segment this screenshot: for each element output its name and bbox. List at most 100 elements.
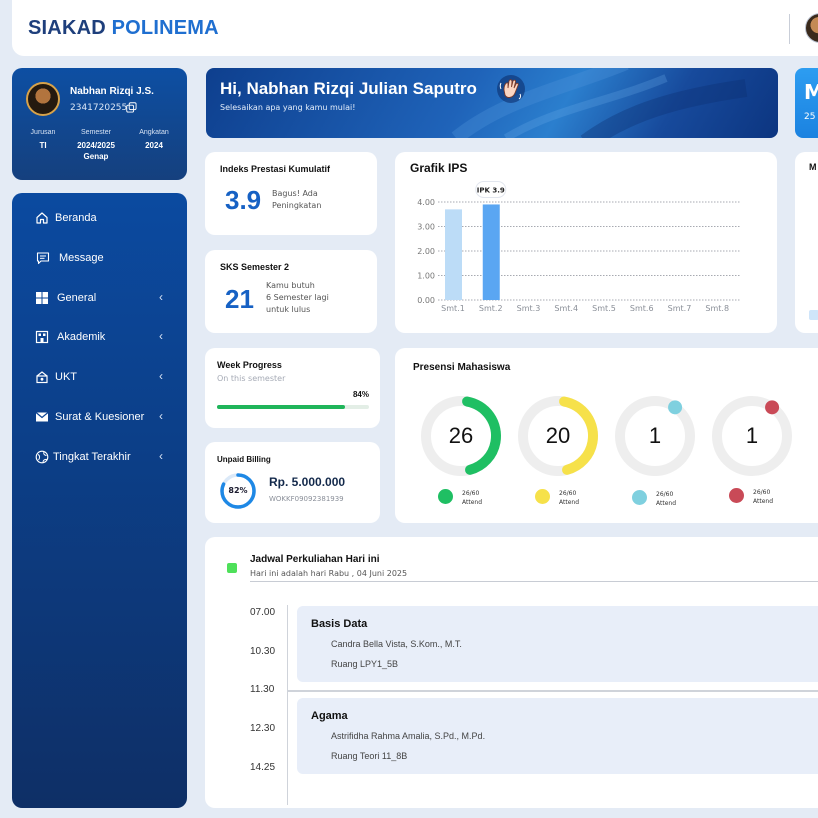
week-progress-card: Week Progress On this semester 84% xyxy=(205,348,380,428)
wallet-icon xyxy=(36,371,48,384)
schedule-slot[interactable]: Basis Data Candra Bella Vista, S.Kom., M… xyxy=(297,606,818,682)
schedule-marker xyxy=(227,563,237,573)
x-tick-label: Smt.2 xyxy=(479,304,503,313)
course-name: Agama xyxy=(311,710,348,722)
y-tick-label: 4.00 xyxy=(417,198,435,207)
profile-nim: 2341720255 xyxy=(70,103,128,113)
sidebar-item-ukt[interactable]: UKT ‹ xyxy=(12,364,187,390)
side-card: M xyxy=(795,152,818,333)
sidebar-item-label: Tingkat Terakhir xyxy=(53,451,131,463)
unpaid-billing-card: Unpaid Billing 82% Rp. 5.000.000 WOKKF09… xyxy=(205,442,380,523)
sidebar-item-label: UKT xyxy=(55,371,77,383)
attend-dot xyxy=(632,490,647,505)
side-card-bar xyxy=(809,310,818,320)
globe-icon xyxy=(35,450,49,464)
jurusan-value: TI xyxy=(39,141,47,150)
attend-caption-ratio: 26/60 xyxy=(559,490,577,497)
building-icon xyxy=(35,330,49,344)
ipk-note-line1: Bagus! Ada xyxy=(272,189,318,198)
progress-bar xyxy=(217,405,369,409)
attend-dot xyxy=(535,489,550,504)
ipk-card: Indeks Prestasi Kumulatif 3.9 Bagus! Ada… xyxy=(205,152,377,235)
sidebar-item-label: Surat & Kuesioner xyxy=(55,411,145,423)
sks-note: Kamu butuh 6 Semester lagi untuk lulus xyxy=(266,280,329,316)
presensi-ring-arc xyxy=(765,400,780,415)
x-tick-label: Smt.7 xyxy=(668,304,692,313)
sks-value: 21 xyxy=(225,284,254,314)
semester-value: 2024/2025 xyxy=(77,141,115,150)
profile-card: Nabhan Rizqi J.S. 2341720255 Jurusan TI … xyxy=(12,68,187,180)
attend-dot xyxy=(729,488,744,503)
schedule-slot[interactable]: Agama Astrifidha Rahma Amalia, S.Pd., M.… xyxy=(297,698,818,774)
attend-caption: 26/60 Attend xyxy=(753,488,773,506)
sks-note-line2: 6 Semester lagi xyxy=(266,293,329,302)
sks-note-line3: untuk lulus xyxy=(266,305,311,314)
secondary-banner: M 25 xyxy=(795,68,818,138)
sidebar-item-akademik[interactable]: Akademik ‹ xyxy=(12,324,187,350)
chevron-left-icon: ‹ xyxy=(159,369,163,383)
x-tick-label: Smt.3 xyxy=(517,304,541,313)
room-name: Ruang Teori 11_8B xyxy=(331,751,408,761)
welcome-banner: Hi, Nabhan Rizqi Julian Saputro Selesaik… xyxy=(206,68,778,138)
presensi-card: Presensi Mahasiswa 26 20 1 1 26/60 Attend… xyxy=(395,348,818,523)
schedule-card: Jadwal Perkuliahan Hari ini Hari ini ada… xyxy=(205,537,818,808)
attend-caption-ratio: 26/60 xyxy=(462,490,480,497)
sidebar-item-label: Beranda xyxy=(55,212,97,224)
semester-term: Genap xyxy=(83,152,109,161)
time-label: 12.30 xyxy=(250,723,276,734)
billing-title: Unpaid Billing xyxy=(217,455,271,464)
attend-caption-label: Attend xyxy=(559,499,580,506)
y-tick-label: 3.00 xyxy=(417,223,435,232)
progress-bar-fill xyxy=(217,405,345,409)
ipk-note-line2: Peningkatan xyxy=(272,201,322,210)
chevron-left-icon: ‹ xyxy=(159,449,163,463)
sidebar-item-beranda[interactable]: Beranda xyxy=(12,205,187,231)
billing-progress-ring xyxy=(220,473,256,509)
presensi-count: 1 xyxy=(745,423,759,448)
sidebar-item-label: Akademik xyxy=(57,331,106,343)
waving-hand-icon xyxy=(497,75,525,103)
copy-icon[interactable] xyxy=(126,102,137,113)
week-progress-percent: 84% xyxy=(352,390,369,399)
sidebar-nav: Beranda Message General ‹ Akademik ‹ UKT… xyxy=(12,193,187,808)
app-logo[interactable]: SIAKAD POLINEMA xyxy=(28,17,219,40)
attend-dot xyxy=(438,489,453,504)
presensi-title: Presensi Mahasiswa xyxy=(413,362,511,373)
banner-subtitle: Selesaikan apa yang kamu mulai! xyxy=(220,103,356,112)
lecturer-name: Candra Bella Vista, S.Kom., M.T. xyxy=(331,639,462,649)
attend-caption: 26/60 Attend xyxy=(656,490,676,508)
timeline-axis xyxy=(287,605,288,805)
sidebar-item-tingkat-terakhir[interactable]: Tingkat Terakhir ‹ xyxy=(12,444,187,470)
billing-code: WOKKF09092381939 xyxy=(269,495,344,503)
presensi-ring-arc xyxy=(668,400,683,415)
secondary-banner-title: M xyxy=(804,80,818,104)
semester-label: Semester xyxy=(81,129,111,136)
attend-caption-label: Attend xyxy=(656,500,677,507)
sidebar-item-message[interactable]: Message xyxy=(12,245,187,271)
grid-icon xyxy=(36,292,48,304)
presensi-count: 20 xyxy=(545,423,571,448)
avatar xyxy=(26,82,60,116)
lecturer-name: Astrifidha Rahma Amalia, S.Pd., M.Pd. xyxy=(331,731,486,741)
attend-caption-ratio: 26/60 xyxy=(656,491,674,498)
schedule-subtitle: Hari ini adalah hari Rabu , 04 Juni 2025 xyxy=(250,569,408,578)
y-tick-label: 2.00 xyxy=(417,247,435,256)
profile-angkatan: Angkatan 2024 xyxy=(127,129,181,150)
profile-jurusan: Jurusan TI xyxy=(16,129,70,150)
sidebar-item-label: General xyxy=(57,292,97,304)
sidebar-item-surat-kuesioner[interactable]: Surat & Kuesioner ‹ xyxy=(12,404,187,430)
time-label: 11.30 xyxy=(250,684,275,695)
ipk-note: Bagus! Ada Peningkatan xyxy=(272,188,321,212)
sidebar-item-general[interactable]: General ‹ xyxy=(12,285,187,311)
x-tick-label: Smt.8 xyxy=(705,304,729,313)
presensi-ring-track xyxy=(712,396,792,476)
y-tick-label: 1.00 xyxy=(417,272,435,281)
presensi-count: 1 xyxy=(648,423,662,448)
banner-greeting: Hi, Nabhan Rizqi Julian Saputro xyxy=(220,79,477,98)
ipk-value: 3.9 xyxy=(225,185,262,215)
presensi-rings xyxy=(421,396,792,476)
presensi-ring-arc xyxy=(421,396,501,476)
profile-semester: Semester 2024/2025 Genap xyxy=(69,129,123,161)
secondary-banner-sub: 25 xyxy=(804,112,816,122)
ips-bar xyxy=(445,209,462,300)
